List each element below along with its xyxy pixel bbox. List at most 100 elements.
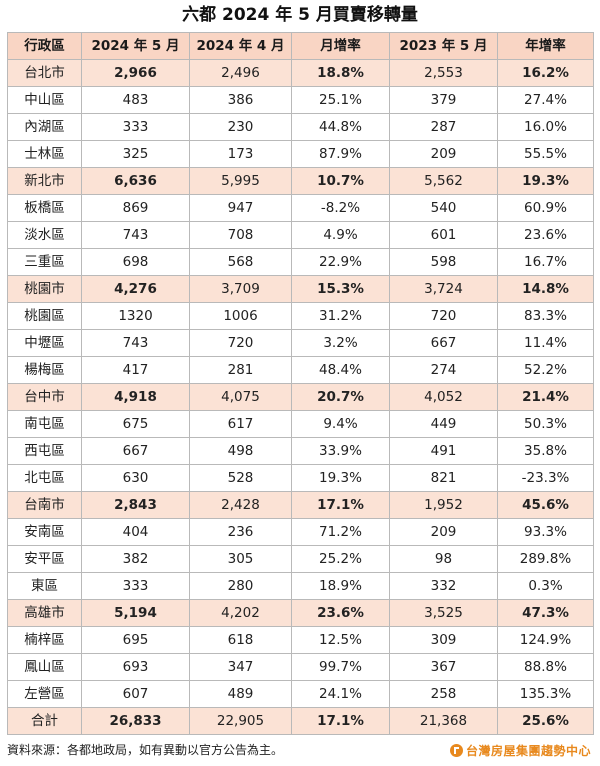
may-2023-cell: 601 [389, 221, 498, 249]
mom-cell: 3.2% [291, 329, 390, 357]
yoy-cell: 19.3% [497, 167, 594, 195]
apr-2024-cell: 2,496 [189, 59, 292, 87]
district-cell: 桃園區 [7, 302, 82, 330]
table-row: 安平區 382 305 25.2% 98 289.8% [7, 545, 594, 573]
district-cell: 新北市 [7, 167, 82, 195]
may-2024-cell: 417 [81, 356, 190, 384]
city-row: 桃園市 4,276 3,709 15.3% 3,724 14.8% [7, 275, 594, 303]
table-row: 楊梅區 417 281 48.4% 274 52.2% [7, 356, 594, 384]
district-cell: 士林區 [7, 140, 82, 168]
apr-2024-cell: 281 [189, 356, 292, 384]
mom-cell: 48.4% [291, 356, 390, 384]
apr-2024-cell: 5,995 [189, 167, 292, 195]
mom-cell: 18.9% [291, 572, 390, 600]
yoy-cell: 55.5% [497, 140, 594, 168]
yoy-cell: 0.3% [497, 572, 594, 600]
yoy-cell: 16.2% [497, 59, 594, 87]
mom-cell: 17.1% [291, 491, 390, 519]
may-2023-cell: 258 [389, 680, 498, 708]
may-2023-cell: 598 [389, 248, 498, 276]
table-header-row: 行政區 2024 年 5 月 2024 年 4 月 月增率 2023 年 5 月… [7, 32, 594, 60]
apr-2024-cell: 720 [189, 329, 292, 357]
mom-cell: 87.9% [291, 140, 390, 168]
mom-cell: 25.2% [291, 545, 390, 573]
district-cell: 東區 [7, 572, 82, 600]
yoy-cell: 93.3% [497, 518, 594, 546]
table-row: 桃園區 1320 1006 31.2% 720 83.3% [7, 302, 594, 330]
district-cell: 楠梓區 [7, 626, 82, 654]
apr-2024-cell: 2,428 [189, 491, 292, 519]
may-2024-cell: 483 [81, 86, 190, 114]
district-cell: 南屯區 [7, 410, 82, 438]
district-cell: 板橋區 [7, 194, 82, 222]
mom-cell: 25.1% [291, 86, 390, 114]
apr-2024-cell: 568 [189, 248, 292, 276]
header-yoy: 年增率 [497, 32, 594, 60]
district-cell: 楊梅區 [7, 356, 82, 384]
district-cell: 三重區 [7, 248, 82, 276]
apr-2024-cell: 236 [189, 518, 292, 546]
yoy-cell: 50.3% [497, 410, 594, 438]
district-cell: 中壢區 [7, 329, 82, 357]
table-row: 南屯區 675 617 9.4% 449 50.3% [7, 410, 594, 438]
brand-logo: 台灣房屋集團趨勢中心 [449, 741, 591, 759]
mom-cell: 15.3% [291, 275, 390, 303]
may-2024-cell: 1320 [81, 302, 190, 330]
yoy-cell: 88.8% [497, 653, 594, 681]
yoy-cell: 21.4% [497, 383, 594, 411]
may-2024-cell: 693 [81, 653, 190, 681]
table-row: 中壢區 743 720 3.2% 667 11.4% [7, 329, 594, 357]
may-2023-cell: 379 [389, 86, 498, 114]
district-cell: 台南市 [7, 491, 82, 519]
may-2024-cell: 333 [81, 113, 190, 141]
may-2024-cell: 333 [81, 572, 190, 600]
city-row: 台中市 4,918 4,075 20.7% 4,052 21.4% [7, 383, 594, 411]
table-row: 內湖區 333 230 44.8% 287 16.0% [7, 113, 594, 141]
may-2024-cell: 325 [81, 140, 190, 168]
apr-2024-cell: 4,202 [189, 599, 292, 627]
may-2023-cell: 274 [389, 356, 498, 384]
mom-cell: 12.5% [291, 626, 390, 654]
may-2024-cell: 6,636 [81, 167, 190, 195]
may-2023-cell: 309 [389, 626, 498, 654]
may-2023-cell: 821 [389, 464, 498, 492]
district-cell: 合計 [7, 707, 82, 735]
may-2024-cell: 404 [81, 518, 190, 546]
apr-2024-cell: 305 [189, 545, 292, 573]
mom-cell: 20.7% [291, 383, 390, 411]
table-body: 台北市 2,966 2,496 18.8% 2,553 16.2% 中山區 483 386 25.… [7, 59, 594, 735]
may-2024-cell: 698 [81, 248, 190, 276]
yoy-cell: -23.3% [497, 464, 594, 492]
may-2023-cell: 2,553 [389, 59, 498, 87]
header-may-2024: 2024 年 5 月 [81, 32, 190, 60]
yoy-cell: 83.3% [497, 302, 594, 330]
may-2024-cell: 695 [81, 626, 190, 654]
may-2024-cell: 2,843 [81, 491, 190, 519]
table-row: 板橋區 869 947 -8.2% 540 60.9% [7, 194, 594, 222]
mom-cell: 23.6% [291, 599, 390, 627]
mom-cell: 71.2% [291, 518, 390, 546]
yoy-cell: 35.8% [497, 437, 594, 465]
district-cell: 台中市 [7, 383, 82, 411]
may-2023-cell: 98 [389, 545, 498, 573]
house-logo-icon [449, 743, 463, 757]
table-row: 北屯區 630 528 19.3% 821 -23.3% [7, 464, 594, 492]
mom-cell: 19.3% [291, 464, 390, 492]
may-2023-cell: 4,052 [389, 383, 498, 411]
district-cell: 北屯區 [7, 464, 82, 492]
city-row: 台北市 2,966 2,496 18.8% 2,553 16.2% [7, 59, 594, 87]
yoy-cell: 124.9% [497, 626, 594, 654]
apr-2024-cell: 22,905 [189, 707, 292, 735]
may-2024-cell: 630 [81, 464, 190, 492]
district-cell: 安南區 [7, 518, 82, 546]
district-cell: 西屯區 [7, 437, 82, 465]
mom-cell: 44.8% [291, 113, 390, 141]
may-2023-cell: 1,952 [389, 491, 498, 519]
header-mom: 月增率 [291, 32, 390, 60]
may-2023-cell: 3,525 [389, 599, 498, 627]
may-2023-cell: 209 [389, 518, 498, 546]
apr-2024-cell: 173 [189, 140, 292, 168]
may-2023-cell: 720 [389, 302, 498, 330]
mom-cell: 24.1% [291, 680, 390, 708]
apr-2024-cell: 230 [189, 113, 292, 141]
